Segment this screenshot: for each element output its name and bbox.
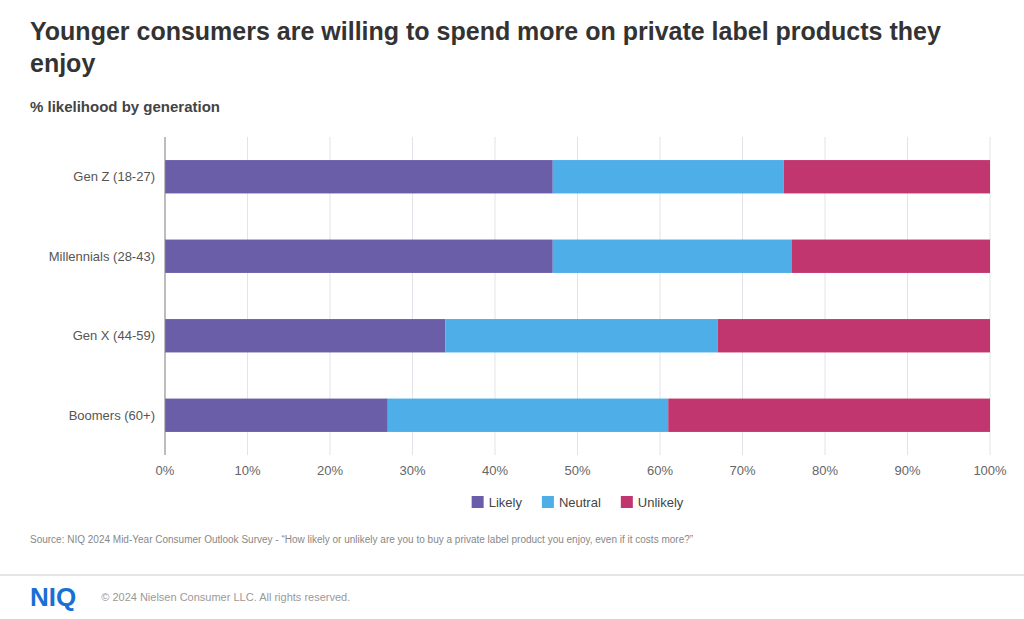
x-tick-label: 90% bbox=[894, 463, 920, 478]
legend-swatch bbox=[472, 496, 484, 508]
category-label: Gen Z (18-27) bbox=[73, 169, 155, 184]
title: Younger consumers are willing to spend m… bbox=[30, 17, 941, 77]
footer-text: © 2024 Nielsen Consumer LLC. All rights … bbox=[101, 591, 350, 603]
x-tick-label: 30% bbox=[399, 463, 425, 478]
bar-segment bbox=[165, 399, 388, 432]
legend-label: Unlikely bbox=[638, 495, 684, 510]
x-tick-label: 100% bbox=[973, 463, 1007, 478]
bars bbox=[165, 160, 990, 432]
y-axis-line bbox=[165, 137, 166, 455]
x-tick-label: 70% bbox=[729, 463, 755, 478]
bar-segment bbox=[784, 160, 990, 193]
bar-segment bbox=[446, 319, 718, 352]
category-label: Boomers (60+) bbox=[69, 408, 155, 423]
logo-text: NIQ bbox=[30, 582, 76, 612]
legend: Likely Neutral Unlikely bbox=[472, 495, 684, 510]
x-tick-label: 80% bbox=[812, 463, 838, 478]
bar-segment bbox=[165, 160, 553, 193]
bar-segment bbox=[165, 319, 446, 352]
title-line: enjoy bbox=[30, 49, 95, 77]
bar-segment bbox=[553, 160, 784, 193]
x-grid bbox=[165, 137, 990, 455]
bar-segment bbox=[792, 240, 990, 273]
background bbox=[0, 0, 1024, 619]
title-line: Younger consumers are willing to spend m… bbox=[30, 17, 941, 45]
chart: Younger consumers are willing to spend m… bbox=[0, 0, 1024, 619]
bar-segment bbox=[388, 399, 669, 432]
grid-line bbox=[165, 137, 166, 455]
page: {"chart_data": { "type": "bar", "orienta… bbox=[0, 0, 1024, 619]
source-note: Source: NIQ 2024 Mid-Year Consumer Outlo… bbox=[30, 534, 693, 545]
bar-segment bbox=[718, 319, 990, 352]
x-tick-label: 60% bbox=[647, 463, 673, 478]
legend-swatch bbox=[621, 496, 633, 508]
x-tick-label: 20% bbox=[317, 463, 343, 478]
source-note-line: Source: NIQ 2024 Mid-Year Consumer Outlo… bbox=[30, 534, 693, 545]
bar-segment bbox=[668, 399, 990, 432]
footer-divider bbox=[0, 575, 1024, 576]
bar-segment bbox=[165, 240, 553, 273]
x-tick-label: 0% bbox=[156, 463, 175, 478]
category-label: Millennials (28-43) bbox=[49, 249, 155, 264]
legend-label: Neutral bbox=[559, 495, 601, 510]
legend-swatch bbox=[542, 496, 554, 508]
x-tick-label: 10% bbox=[234, 463, 260, 478]
x-tick-label: 40% bbox=[482, 463, 508, 478]
subtitle: % likelihood by generation bbox=[30, 98, 220, 115]
legend-label: Likely bbox=[489, 495, 523, 510]
x-tick-label: 50% bbox=[564, 463, 590, 478]
category-label: Gen X (44-59) bbox=[73, 328, 155, 343]
bar-segment bbox=[553, 240, 792, 273]
